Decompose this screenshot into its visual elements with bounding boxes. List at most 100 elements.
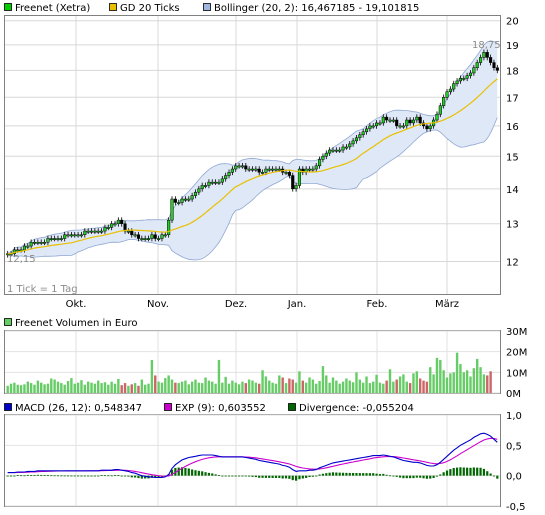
divergence-bar — [331, 472, 335, 476]
candle-body — [341, 146, 345, 151]
candle-body — [69, 234, 73, 237]
volume-bar — [180, 381, 184, 393]
candle-body — [116, 219, 120, 224]
volume-bar — [187, 384, 190, 393]
volume-bar — [177, 383, 180, 393]
candle-body — [338, 149, 342, 152]
divergence-bar — [476, 467, 479, 476]
divergence-bar — [66, 475, 70, 477]
divergence-bar — [56, 475, 60, 477]
volume-bar — [224, 376, 227, 393]
candle-body — [163, 234, 167, 237]
candle-body — [200, 185, 204, 190]
volume-bar — [388, 369, 392, 393]
candle-body — [36, 241, 40, 244]
candle-body — [291, 175, 295, 190]
volume-bar — [432, 374, 435, 393]
candle-body — [110, 223, 114, 228]
price-y-tick: 16 — [506, 122, 519, 133]
volume-bar — [358, 379, 362, 393]
divergence-bar — [419, 475, 422, 478]
divergence-bar — [274, 475, 278, 478]
candle-body — [495, 67, 499, 71]
volume-bar — [335, 380, 338, 393]
divergence-bar — [315, 475, 318, 477]
divergence-bar — [348, 472, 351, 476]
divergence-bar — [321, 473, 325, 476]
divergence-bar — [180, 467, 184, 476]
volume-bar — [56, 381, 60, 393]
candle-body — [489, 57, 493, 63]
volume-bar — [372, 381, 375, 393]
x-axis-labels: Okt. Nov. Dez. Jan. Feb. März — [66, 299, 459, 310]
candle-body — [418, 116, 422, 124]
candle-body — [475, 62, 479, 68]
candle-body — [26, 245, 30, 248]
candle-body — [271, 168, 275, 171]
candle-body — [482, 52, 486, 58]
divergence-bar — [241, 475, 244, 477]
divergence-bar — [191, 469, 194, 476]
macd-y-tick: 0,5 — [506, 441, 522, 452]
moving-average-line — [7, 78, 498, 255]
divergence-bar — [170, 469, 174, 476]
volume-bar — [274, 383, 278, 393]
legend-divergence: Divergence: -0,055204 — [299, 403, 414, 414]
candle-body — [203, 185, 208, 187]
candle-body — [230, 168, 234, 173]
candle-body — [234, 165, 238, 170]
gd20-line — [7, 78, 498, 255]
candle-body — [435, 113, 439, 121]
candle-body — [126, 230, 130, 233]
divergence-bar — [298, 475, 301, 480]
volume-bar — [150, 359, 154, 393]
volume-bar — [66, 381, 70, 393]
divergence-bar — [459, 467, 462, 476]
volume-bar — [258, 383, 261, 393]
candle-body — [29, 241, 33, 247]
divergence-bar — [362, 473, 365, 476]
grid-lines — [5, 16, 500, 507]
candle-body — [415, 116, 419, 121]
divergence-bar — [466, 467, 469, 476]
divergence-bar — [237, 475, 241, 477]
candle-body — [170, 198, 174, 221]
volume-bar — [103, 382, 107, 393]
candle-body — [438, 105, 442, 115]
price-y-tick: 14 — [506, 185, 519, 196]
tick-note: 1 Tick = 1 Tag — [7, 284, 78, 295]
divergence-bar — [144, 475, 147, 479]
candle-body — [66, 234, 70, 237]
divergence-bar — [429, 475, 432, 479]
volume-bar — [425, 381, 429, 393]
legend-swatch-exp — [164, 403, 172, 411]
divergence-bar — [325, 473, 328, 476]
volume-bar — [214, 383, 217, 393]
volume-bar — [328, 382, 331, 393]
divergence-bar — [425, 475, 428, 479]
divergence-bar — [248, 475, 251, 477]
candle-body — [146, 238, 151, 240]
candle-body — [428, 125, 432, 130]
candle-body — [465, 75, 469, 79]
volume-bar — [140, 379, 144, 393]
volume-bar — [23, 384, 26, 393]
candle-body — [237, 165, 241, 168]
candle-body — [76, 234, 80, 237]
candle-body — [385, 116, 389, 121]
candle-body — [173, 198, 177, 203]
macd-line — [7, 432, 498, 479]
candle-body — [113, 223, 117, 226]
volume-bar — [63, 384, 66, 393]
volume-y-tick: 10M — [506, 368, 527, 379]
volume-bar — [123, 383, 127, 393]
candle-body — [220, 178, 224, 183]
divergence-bar — [489, 473, 492, 476]
volume-bar — [100, 383, 103, 393]
divergence-bar — [281, 475, 284, 479]
volume-bar — [83, 384, 87, 393]
candle-body — [46, 238, 50, 243]
divergence-bar — [30, 475, 33, 476]
divergence-bar — [46, 475, 50, 477]
divergence-bar — [50, 475, 53, 477]
